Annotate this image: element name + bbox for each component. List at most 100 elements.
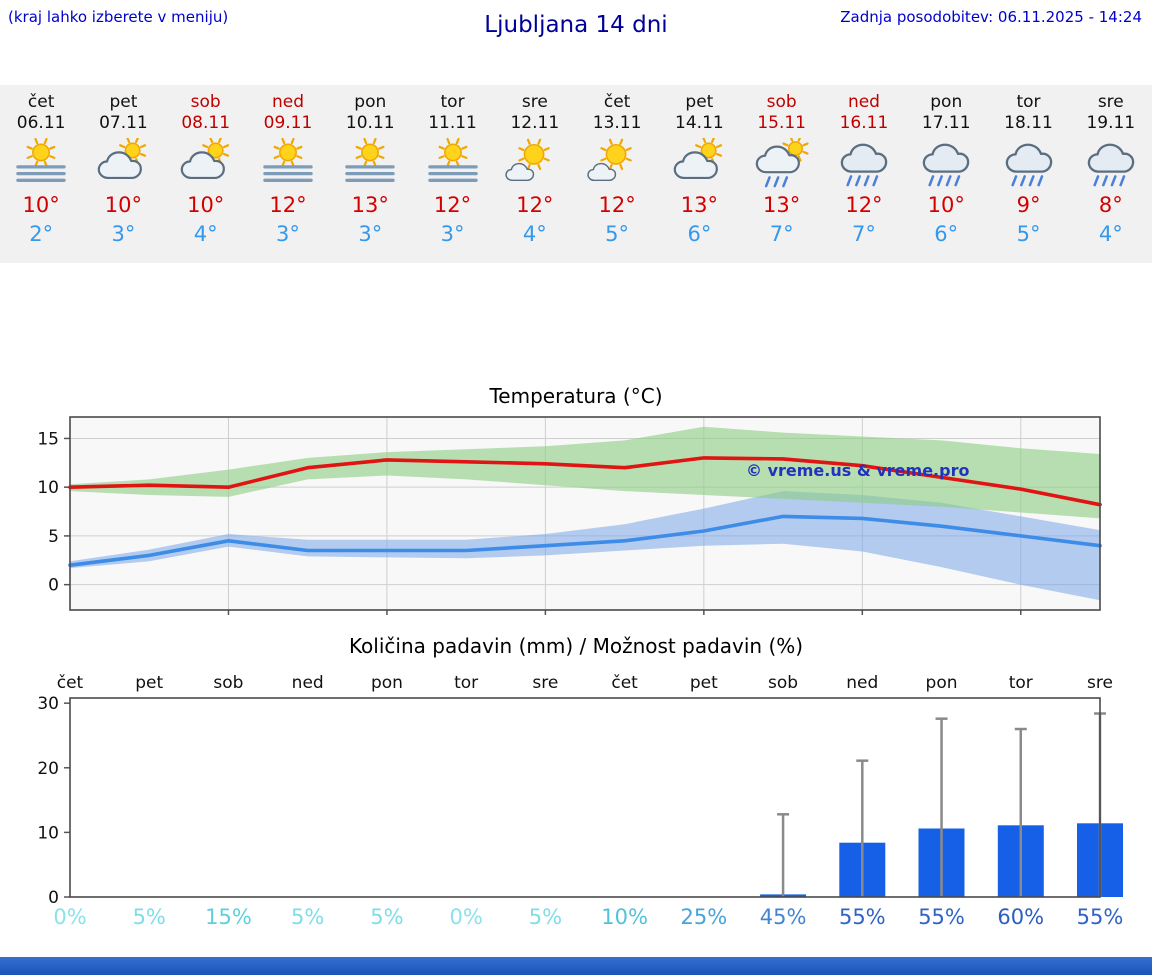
rain-icon: [1070, 138, 1152, 190]
sun-fog-icon: [329, 137, 411, 190]
day-date: 11.11: [428, 113, 477, 134]
temp-max: 13°: [351, 192, 389, 217]
rain-icon: [987, 138, 1069, 190]
last-update: Zadnja posodobitev: 06.11.2025 - 14:24: [840, 8, 1142, 26]
temp-min: 4°: [522, 221, 547, 246]
precipitation-chart-title: Količina padavin (mm) / Možnost padavin …: [348, 634, 804, 658]
forecast-day: sre 19.11 8° 4°: [1070, 85, 1152, 263]
day-name: pet: [109, 92, 138, 112]
forecast-day: pon 17.11 10° 6°: [905, 85, 987, 263]
svg-text:20: 20: [37, 759, 59, 779]
day-name: sre: [521, 92, 548, 112]
svg-text:sre: sre: [532, 673, 558, 693]
forecast-strip: čet 06.11 10° 2° pet 07.11 10° 3° sob 08.11 10° 4° n…: [0, 85, 1152, 263]
temp-min: 3°: [111, 221, 136, 246]
forecast-day: pet 14.11 13° 6°: [658, 85, 740, 263]
precip-probability: 55%: [1077, 905, 1124, 929]
forecast-day: čet 06.11 10° 2°: [0, 85, 82, 263]
precip-probability: 45%: [760, 905, 807, 929]
precip-day-labels: čet pet sob ned pon tor sre čet pet sob ned pon tor s…: [57, 673, 1113, 693]
temp-min: 7°: [769, 221, 794, 246]
temp-min: 5°: [605, 221, 630, 246]
svg-text:pon: pon: [926, 673, 958, 693]
forecast-day: ned 16.11 12° 7°: [823, 85, 905, 263]
temp-min: 2°: [29, 221, 54, 246]
svg-text:sre: sre: [1087, 673, 1113, 693]
svg-text:tor: tor: [454, 673, 478, 693]
watermark: © vreme.us & vreme.pro: [746, 461, 969, 480]
day-name: tor: [1016, 92, 1041, 112]
mostly-sunny-icon: [576, 138, 658, 190]
temp-min: 5°: [1016, 221, 1041, 246]
temp-min: 3°: [276, 221, 300, 246]
forecast-day: tor 11.11 12° 3°: [411, 85, 493, 263]
temp-min: 7°: [852, 221, 876, 246]
svg-text:ned: ned: [846, 673, 878, 693]
temp-min: 6°: [934, 221, 959, 246]
precip-probability: 25%: [681, 905, 728, 929]
day-date: 06.11: [16, 113, 66, 134]
precipitation-chart: čet pet sob ned pon tor sre čet pet sob ned pon tor s…: [0, 672, 1152, 942]
precip-probability: 55%: [839, 905, 886, 929]
day-name: čet: [603, 92, 631, 112]
temp-max: 10°: [104, 192, 143, 217]
precip-probabilities: 0% 5% 15% 5% 5% 0% 5% 10% 25% 45% 55% 55% 60% 55%: [53, 905, 1123, 929]
day-name: ned: [271, 92, 304, 112]
forecast-day: pet 07.11 10° 3°: [82, 85, 164, 263]
precip-probability: 5%: [370, 905, 403, 929]
rain-icon: [905, 138, 987, 190]
day-name: sob: [190, 92, 221, 112]
forecast-day: pon 10.11 13° 3°: [329, 85, 411, 263]
svg-text:pet: pet: [135, 673, 163, 693]
partly-cloudy-icon: [658, 136, 740, 190]
temp-max: 10°: [927, 192, 965, 217]
partly-cloudy-icon: [82, 136, 164, 190]
day-date: 17.11: [921, 113, 971, 134]
precip-probability: 5%: [133, 905, 166, 929]
temp-max: 10°: [22, 192, 60, 217]
precip-probability: 55%: [918, 905, 965, 929]
precip-probability: 15%: [205, 905, 252, 929]
day-name: sre: [1097, 92, 1124, 112]
temp-max: 12°: [269, 192, 307, 217]
day-date: 18.11: [1004, 113, 1053, 134]
day-date: 07.11: [99, 113, 148, 134]
day-date: 15.11: [757, 113, 806, 134]
forecast-day: čet 13.11 12° 5°: [576, 85, 658, 263]
sun-fog-icon: [0, 137, 82, 190]
temp-min: 3°: [440, 221, 465, 246]
svg-text:0: 0: [48, 888, 59, 908]
precip-probability: 5%: [291, 905, 324, 929]
svg-text:pon: pon: [371, 673, 403, 693]
precip-probability: 60%: [997, 905, 1044, 929]
precip-probability: 0%: [53, 905, 86, 929]
forecast-day: sre 12.11 12° 4°: [494, 85, 576, 263]
day-name: sob: [766, 92, 797, 112]
temp-max: 10°: [187, 192, 225, 217]
sun-rain-icon: [741, 134, 823, 190]
day-date: 19.11: [1086, 113, 1136, 134]
day-date: 09.11: [263, 113, 313, 134]
forecast-day: sob 08.11 10° 4°: [165, 85, 247, 263]
precip-probability: 10%: [601, 905, 648, 929]
temp-max: 13°: [680, 192, 718, 217]
temperature-chart-svg: 0 5 10 15 © vreme.us & vreme.pro: [37, 416, 1102, 615]
temp-min: 4°: [193, 221, 218, 246]
svg-text:ned: ned: [292, 673, 324, 693]
svg-text:30: 30: [37, 694, 59, 714]
temp-min: 4°: [1098, 221, 1123, 246]
svg-text:čet: čet: [57, 673, 84, 693]
rain-icon: [823, 138, 905, 190]
svg-text:sob: sob: [768, 673, 798, 693]
day-name: pon: [354, 92, 387, 112]
svg-text:0: 0: [48, 576, 59, 596]
day-name: ned: [847, 92, 880, 112]
temp-max: 13°: [763, 192, 801, 217]
temp-max: 12°: [845, 192, 883, 217]
svg-text:10: 10: [37, 478, 59, 498]
sun-fog-icon: [247, 137, 329, 190]
menu-hint: (kraj lahko izberete v meniju): [8, 8, 229, 26]
svg-text:pet: pet: [690, 673, 718, 693]
day-date: 14.11: [675, 113, 724, 134]
temperature-chart-title: Temperatura (°C): [489, 384, 663, 408]
